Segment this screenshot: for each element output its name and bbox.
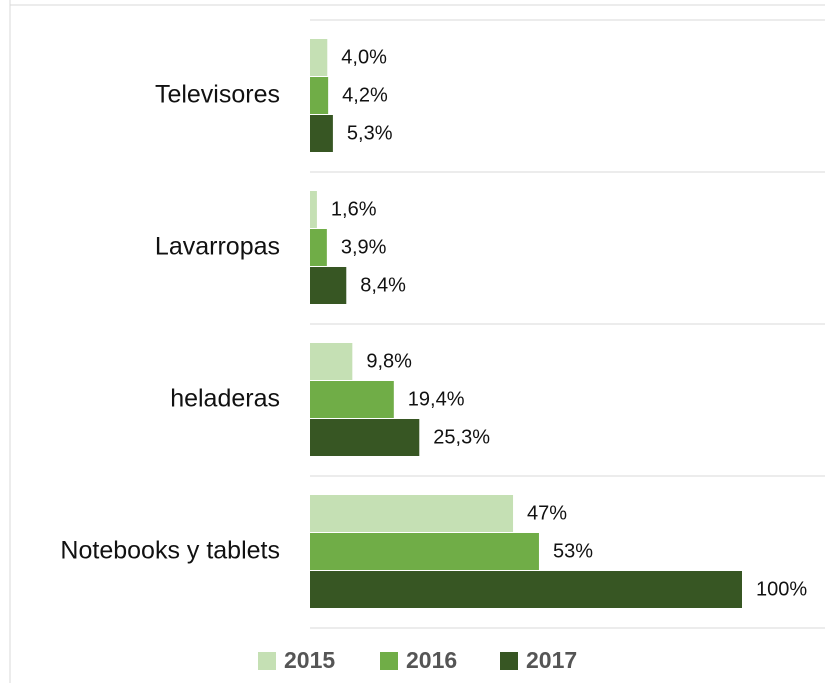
- bar: [310, 419, 420, 456]
- value-label: 53%: [553, 540, 593, 562]
- value-label: 100%: [756, 578, 807, 600]
- legend-swatch: [258, 652, 276, 670]
- value-label: 25,3%: [433, 426, 490, 448]
- value-label: 47%: [527, 502, 567, 524]
- value-label: 1,6%: [331, 198, 377, 220]
- value-label: 8,4%: [360, 274, 406, 296]
- legend-swatch: [380, 652, 398, 670]
- bar: [310, 77, 329, 114]
- bar: [310, 495, 514, 532]
- legend-label: 2016: [406, 647, 457, 673]
- legend-label: 2015: [284, 647, 335, 673]
- category-label: Notebooks y tablets: [60, 537, 280, 565]
- bar: [310, 39, 328, 76]
- bar: [310, 533, 539, 570]
- value-label: 19,4%: [408, 388, 465, 410]
- bar: [310, 267, 347, 304]
- legend-swatch: [500, 652, 518, 670]
- value-label: 9,8%: [366, 350, 412, 372]
- bar: [310, 191, 317, 228]
- bar: [310, 343, 353, 380]
- bar: [310, 571, 742, 608]
- bar: [310, 115, 333, 152]
- value-label: 4,2%: [342, 84, 388, 106]
- bar: [310, 381, 394, 418]
- category-label: heladeras: [170, 385, 280, 413]
- category-label: Lavarropas: [155, 233, 280, 261]
- bar: [310, 229, 327, 266]
- value-label: 4,0%: [341, 46, 387, 68]
- legend-label: 2017: [526, 647, 577, 673]
- category-label: Televisores: [155, 81, 280, 109]
- value-label: 5,3%: [347, 122, 393, 144]
- value-label: 3,9%: [341, 236, 387, 258]
